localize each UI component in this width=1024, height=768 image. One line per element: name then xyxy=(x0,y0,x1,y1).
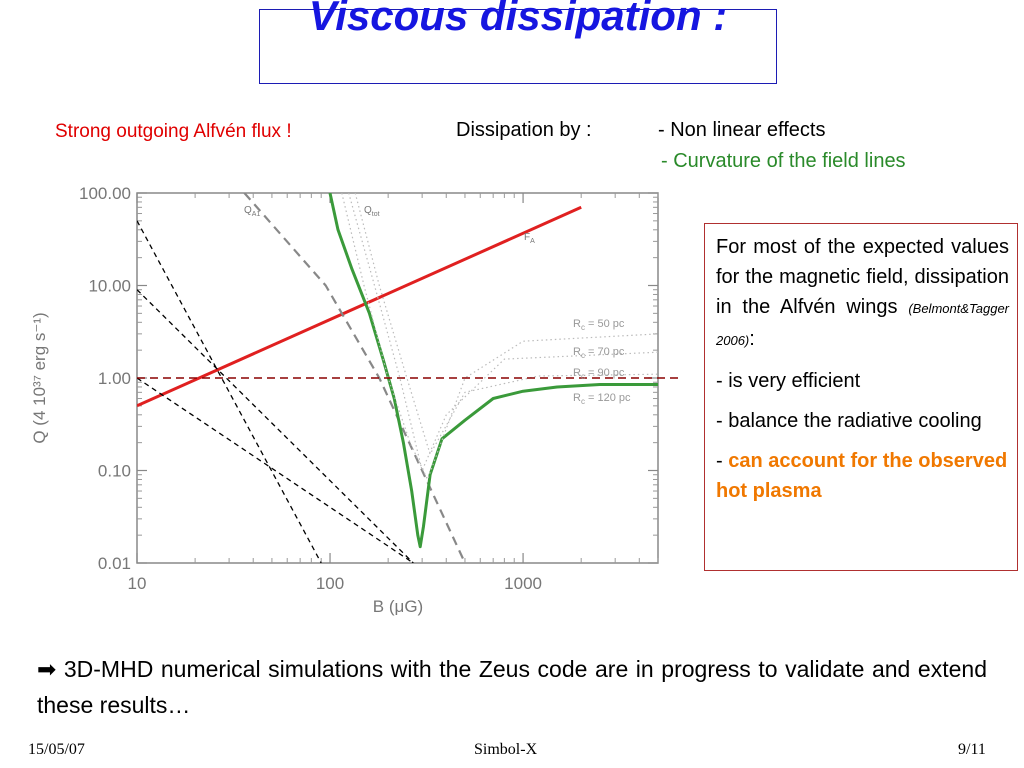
series-black-dashed-3 xyxy=(137,377,414,563)
y-axis-label: Q (4 10³⁷ erg s⁻¹) xyxy=(30,312,49,443)
rc-label-90: Rc = 90 pc xyxy=(573,367,625,381)
dissipation-item-curvature: - Curvature of the field lines xyxy=(661,150,906,172)
qa1-annotation: QA1 xyxy=(244,205,260,218)
dissipation-item-nonlinear: - Non linear effects xyxy=(658,119,826,141)
footer-center: Simbol-X xyxy=(474,741,538,758)
info-bullet-balance: - balance the radiative cooling xyxy=(716,410,982,432)
dissipation-label: Dissipation by : xyxy=(456,119,592,141)
series-layer xyxy=(137,193,678,563)
rc-label-120: Rc = 120 pc xyxy=(573,392,631,406)
series-f-a xyxy=(137,205,582,408)
info-bullet-prefix: - xyxy=(716,450,729,472)
series-black-dashed-2 xyxy=(137,289,414,563)
x-tick-label: 100 xyxy=(316,574,344,593)
footer-date: 15/05/07 xyxy=(28,741,85,758)
footer-page: 9/11 xyxy=(958,741,986,758)
info-bullet-hot-plasma: - can account for the observed hot plasm… xyxy=(716,446,1009,506)
series-q-tot-rc-curves- xyxy=(341,193,658,481)
info-box: For most of the expected values for the … xyxy=(704,223,1018,571)
title-box: Viscous dissipation : xyxy=(259,0,777,84)
y-tick-label: 100.00 xyxy=(79,184,131,203)
strong-flux-note: Strong outgoing Alfvén flux ! xyxy=(55,121,292,142)
y-tick-label: 0.10 xyxy=(98,462,131,481)
info-bullet-efficient: - is very efficient xyxy=(716,370,861,392)
arrow-icon: ➡ xyxy=(37,656,57,682)
info-citation: (Belmont&Tagger 2006) xyxy=(716,301,1010,348)
x-tick-label: 1000 xyxy=(504,574,542,593)
svg-text:Qtot: Qtot xyxy=(364,205,380,218)
info-highlight: can account for the observed hot plasma xyxy=(716,450,1008,502)
qtot-annotation: Qtot xyxy=(364,205,380,218)
series-black-dashed-1 xyxy=(137,220,322,563)
info-intro-text: For most of the expected values for the … xyxy=(716,236,1009,318)
svg-text:FA: FA xyxy=(524,232,535,245)
rc-labels: Rc = 50 pc Rc = 70 pc Rc = 90 pc Rc = 12… xyxy=(573,318,631,406)
y-tick-label: 10.00 xyxy=(88,277,131,296)
series-q-tot xyxy=(328,193,658,549)
series-q-tot-rc-curves-2- xyxy=(348,193,658,472)
series-q-a1 xyxy=(243,193,466,563)
x-tick-label: 10 xyxy=(128,574,147,593)
info-intro: For most of the expected values for the … xyxy=(716,232,1009,356)
axis-labels: 0.01 0.10 1.00 10.00 100.00 10 100 1000 xyxy=(79,184,542,593)
series-q-tot-rc-curves-3- xyxy=(354,193,658,455)
rc-label-50: Rc = 50 pc xyxy=(573,318,625,332)
svg-text:QA1: QA1 xyxy=(244,205,260,218)
y-tick-label: 0.01 xyxy=(98,554,131,573)
x-axis-label: B (μG) xyxy=(373,597,423,616)
fa-annotation: FA xyxy=(524,232,535,245)
info-intro-end: : xyxy=(749,328,755,350)
page-title: Viscous dissipation : xyxy=(308,0,728,39)
rc-label-70: Rc = 70 pc xyxy=(573,346,625,360)
y-tick-label: 1.00 xyxy=(98,369,131,388)
bottom-note: ➡ 3D-MHD numerical simulations with the … xyxy=(37,651,987,723)
bottom-note-text: 3D-MHD numerical simulations with the Ze… xyxy=(37,656,987,718)
